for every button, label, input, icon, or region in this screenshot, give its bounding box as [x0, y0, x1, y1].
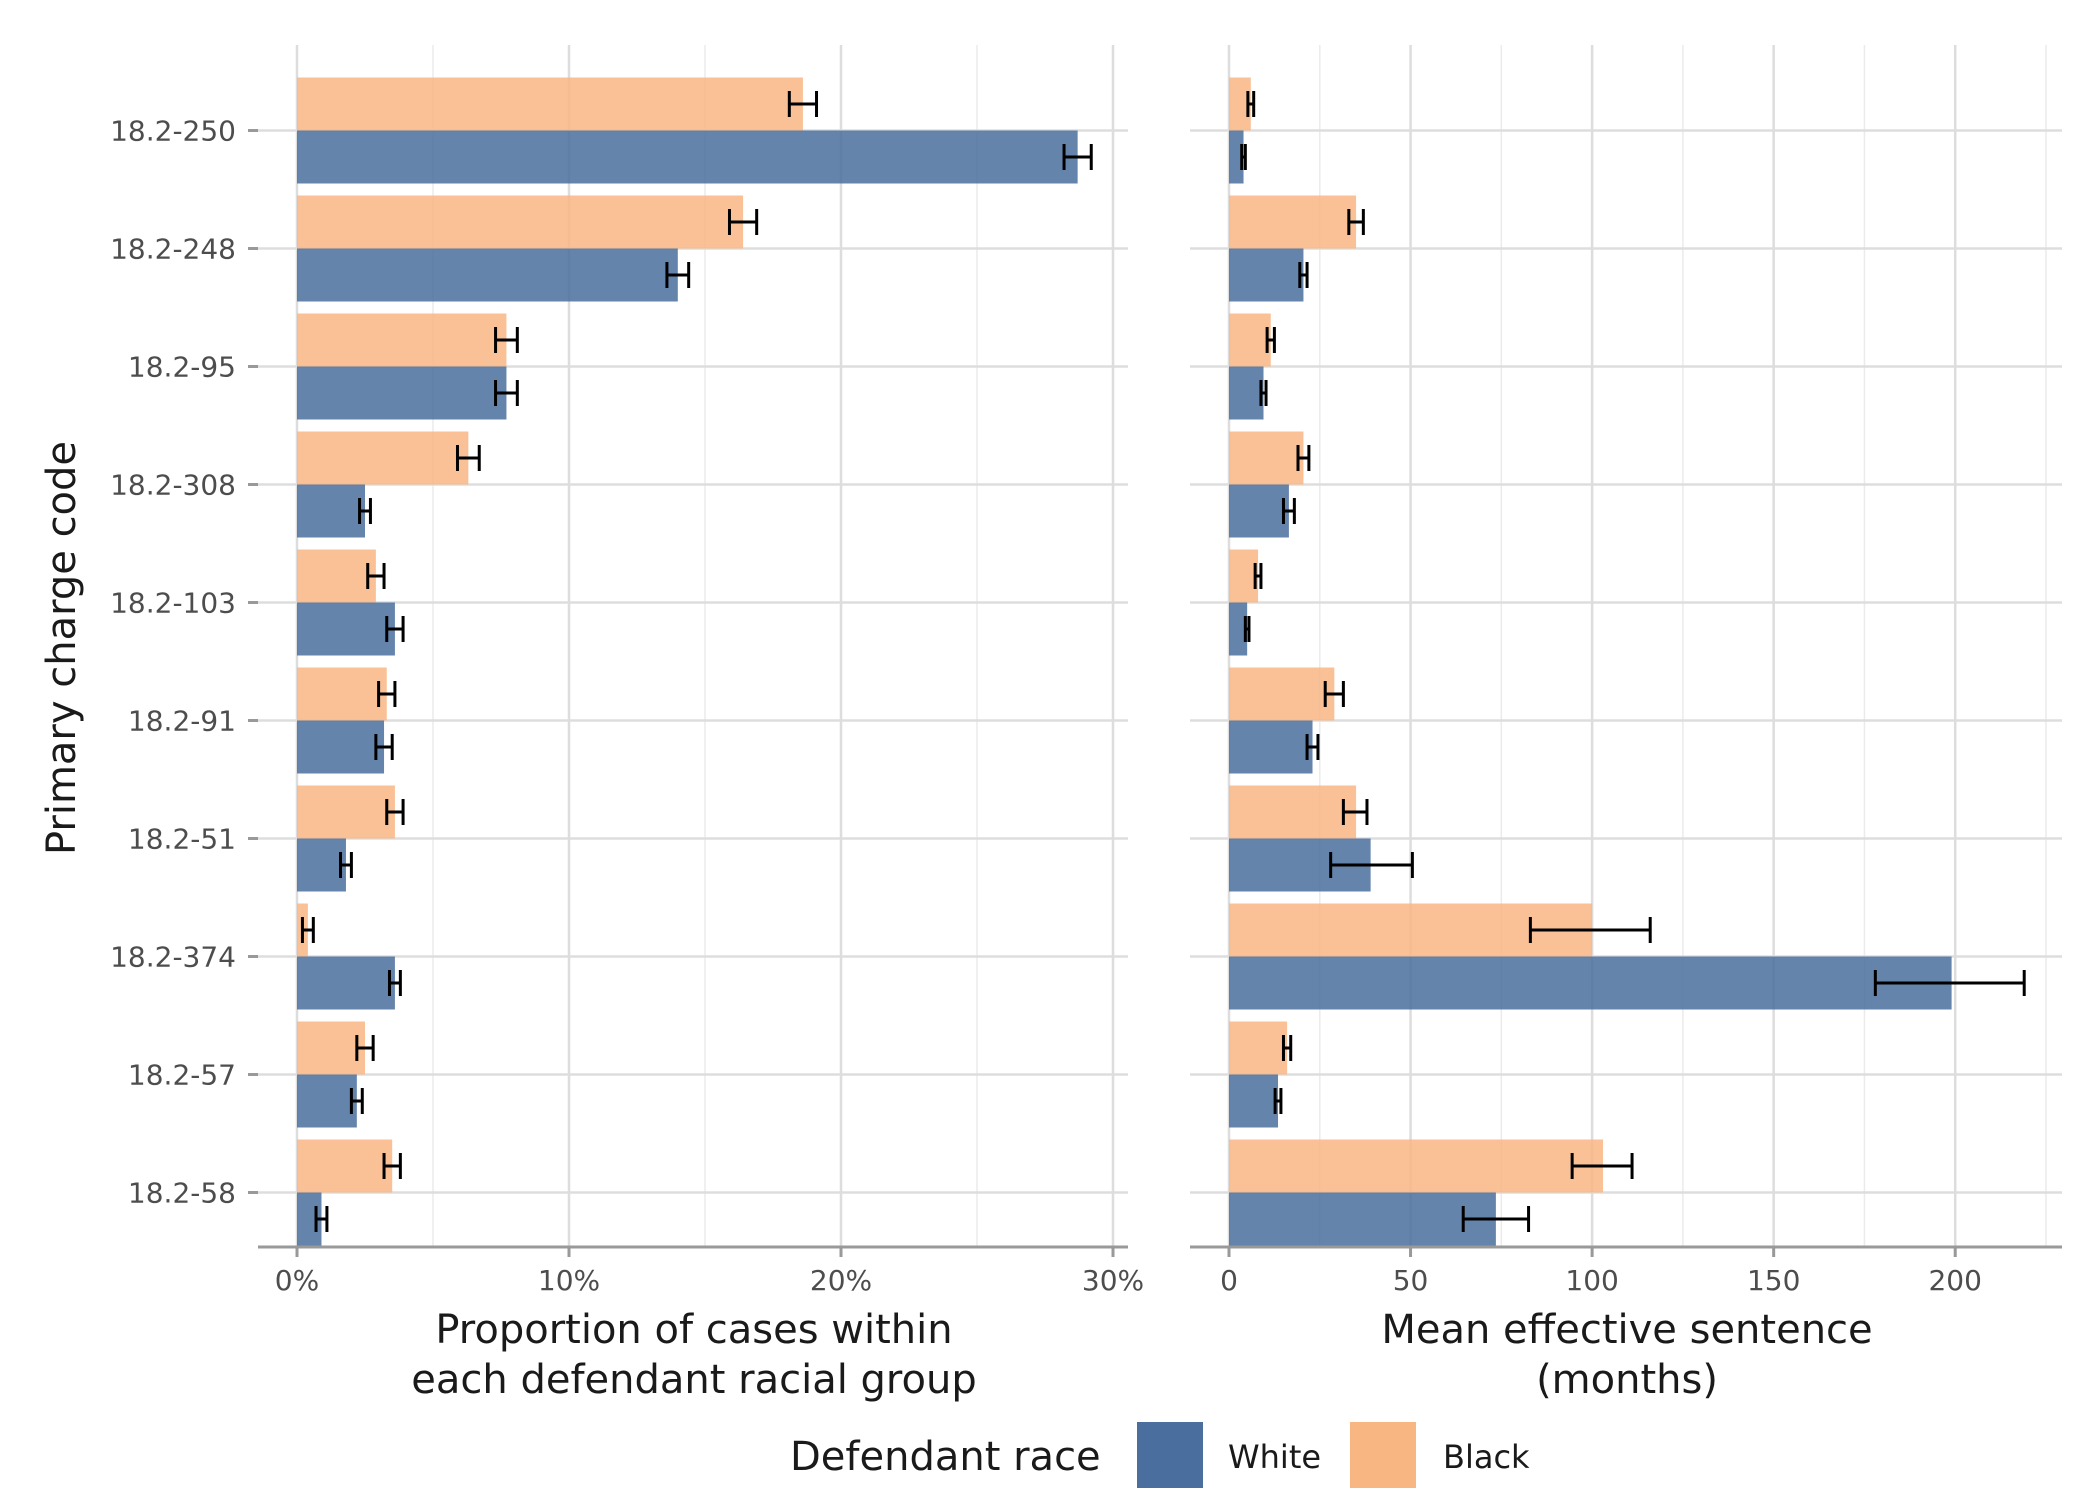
y-tick-label: 18.2-103 — [110, 587, 236, 620]
bar-black — [297, 785, 395, 839]
y-tick-label: 18.2-308 — [110, 469, 236, 502]
x-tick-label: 150 — [1747, 1264, 1800, 1297]
bar-white — [1229, 366, 1264, 420]
bar-black — [1229, 195, 1357, 249]
bar-white — [1229, 956, 1952, 1010]
bar-black — [1229, 431, 1304, 485]
x-tick-label: 200 — [1928, 1264, 1981, 1297]
bar-white — [297, 366, 507, 420]
y-tick-label: 18.2-248 — [110, 233, 236, 266]
legend-swatch-white — [1137, 1422, 1203, 1488]
bar-black — [1229, 1021, 1288, 1075]
x-tick-label: 50 — [1393, 1264, 1429, 1297]
y-tick-label: 18.2-58 — [128, 1177, 236, 1210]
legend-swatch-black — [1350, 1422, 1416, 1488]
bar-black — [1229, 1139, 1604, 1193]
bar-black — [1229, 77, 1251, 131]
panel-left: 0% 10% 20% 30% 18.2-250 18.2-248 18.2-95 18.2-3… — [110, 45, 1144, 1297]
bar-white — [297, 720, 385, 774]
y-tick-label: 18.2-95 — [128, 351, 236, 384]
x-tick-label: 30% — [1082, 1264, 1144, 1297]
bar-black — [297, 667, 387, 721]
y-tick-label: 18.2-250 — [110, 115, 236, 148]
x-tick-label: 10% — [538, 1264, 600, 1297]
x-axis-title-right-line2: (months) — [1536, 1357, 1718, 1403]
bar-white — [297, 130, 1078, 184]
x-axis-title-left-line2: each defendant racial group — [411, 1357, 976, 1403]
legend-label-black: Black — [1443, 1438, 1530, 1476]
bar-black — [1229, 785, 1357, 839]
bar-black — [297, 313, 507, 367]
bar-black — [297, 195, 744, 249]
legend: Defendant race White Black — [790, 1422, 1530, 1488]
y-tick-label: 18.2-91 — [128, 705, 236, 738]
x-tick-label: 100 — [1565, 1264, 1618, 1297]
bar-white — [1229, 1074, 1279, 1128]
bar-white — [297, 838, 346, 892]
bar-white — [1229, 720, 1313, 774]
bar-white — [297, 956, 395, 1010]
x-axis-title-left-line1: Proportion of cases within — [435, 1307, 952, 1353]
bar-white — [1229, 602, 1248, 656]
x-tick-label: 20% — [810, 1264, 872, 1297]
bar-black — [1229, 313, 1271, 367]
y-axis-title: Primary charge code — [39, 441, 85, 855]
legend-title: Defendant race — [790, 1434, 1101, 1480]
bar-black — [297, 77, 803, 131]
bar-white — [1229, 1192, 1496, 1246]
bar-white — [297, 602, 395, 656]
bar-white — [1229, 248, 1304, 302]
bar-white — [1229, 130, 1244, 184]
bar-white — [297, 248, 678, 302]
legend-label-white: White — [1228, 1438, 1321, 1476]
bar-black — [1229, 549, 1259, 603]
panel-right: 0 50 100 150 200 — [1190, 45, 2062, 1297]
bar-black — [297, 1139, 393, 1193]
bar-black — [297, 549, 376, 603]
bar-white — [297, 484, 365, 538]
y-tick-label: 18.2-57 — [128, 1059, 236, 1092]
bar-black — [297, 431, 469, 485]
x-tick-label: 0 — [1220, 1264, 1238, 1297]
x-tick-label: 0% — [275, 1264, 319, 1297]
bar-white — [297, 1074, 357, 1128]
bar-white — [1229, 484, 1289, 538]
x-axis-title-right-line1: Mean effective sentence — [1381, 1307, 1872, 1353]
bar-black — [1229, 667, 1335, 721]
y-tick-label: 18.2-374 — [110, 941, 236, 974]
y-tick-label: 18.2-51 — [128, 823, 236, 856]
bar-black — [297, 1021, 365, 1075]
